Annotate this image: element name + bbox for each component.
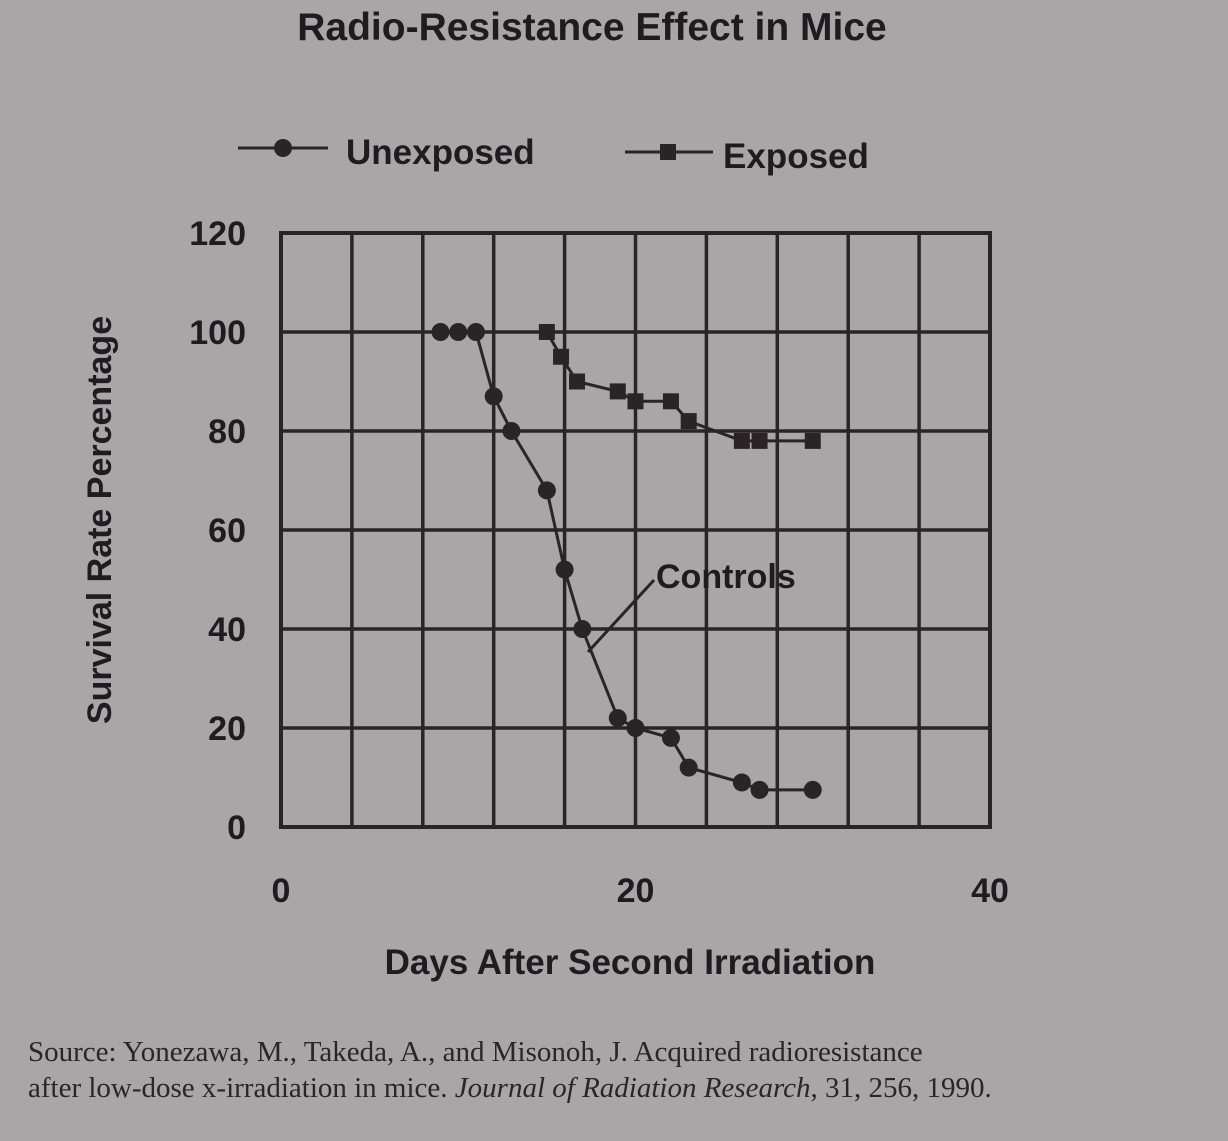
chart: Radio-Resistance Effect in Mice Unexpose… (81, 6, 1009, 982)
y-tick-label: 100 (189, 314, 246, 352)
data-point-exposed (609, 383, 626, 400)
legend-marker-unexposed (274, 139, 292, 157)
legend-label-unexposed: Unexposed (346, 133, 535, 172)
caption-line-1: Source: Yonezawa, M., Takeda, A., and Mi… (28, 1036, 923, 1068)
data-point-unexposed (573, 620, 592, 638)
x-axis-label: Days After Second Irradiation (385, 943, 876, 982)
data-point-exposed (662, 393, 679, 410)
y-axis-label: Survival Rate Percentage (81, 316, 119, 724)
legend-item-unexposed: Unexposed (238, 133, 535, 172)
legend: Unexposed Exposed (238, 133, 869, 176)
x-tick-label: 40 (971, 872, 1009, 910)
data-point-unexposed (431, 323, 450, 341)
data-point-exposed (804, 432, 821, 449)
legend-marker-exposed (660, 144, 676, 160)
data-point-exposed (569, 373, 586, 390)
data-point-unexposed (661, 728, 680, 747)
data-point-exposed (553, 348, 570, 365)
chart-title: Radio-Resistance Effect in Mice (297, 6, 887, 49)
x-tick-label: 20 (617, 872, 655, 910)
data-point-unexposed (537, 481, 556, 500)
data-point-unexposed (750, 780, 769, 799)
data-point-unexposed (608, 709, 627, 728)
series-line-exposed (545, 331, 813, 443)
y-tick-label: 60 (208, 512, 246, 550)
plot-grid (279, 231, 992, 829)
legend-item-exposed: Exposed (625, 137, 869, 176)
data-point-exposed (627, 393, 644, 410)
x-tick-labels: 0 20 40 (272, 872, 1009, 910)
annotation-controls-label: Controls (656, 558, 796, 596)
source-caption: Source: Yonezawa, M., Takeda, A., and Mi… (28, 1034, 1208, 1106)
data-point-unexposed (679, 758, 698, 777)
series-layer (431, 323, 822, 799)
y-tick-labels: 0 20 40 60 80 100 120 (189, 215, 246, 847)
data-point-exposed (733, 432, 750, 449)
data-point-exposed (751, 432, 768, 449)
caption-line-2-prefix: after low-dose x-irradiation in mice. (28, 1072, 455, 1104)
y-tick-label: 80 (208, 413, 246, 451)
caption-line-2-suffix: , 31, 256, 1990. (810, 1072, 992, 1104)
y-tick-label: 40 (208, 611, 246, 649)
data-point-exposed (538, 324, 555, 340)
data-point-unexposed (502, 422, 521, 440)
y-tick-label: 0 (227, 809, 246, 847)
data-point-unexposed (466, 323, 485, 341)
y-tick-label: 20 (208, 710, 246, 748)
y-tick-label: 120 (189, 215, 246, 253)
data-point-unexposed (484, 387, 503, 406)
data-point-unexposed (555, 560, 574, 579)
caption-line-2: after low-dose x-irradiation in mice. Jo… (28, 1070, 1208, 1106)
annotation-controls: Controls (586, 558, 796, 654)
caption-journal: Journal of Radiation Research (454, 1072, 811, 1104)
data-point-exposed (680, 413, 697, 430)
x-tick-label: 0 (272, 872, 291, 910)
legend-label-exposed: Exposed (723, 137, 869, 176)
data-point-unexposed (803, 780, 822, 799)
data-point-unexposed (449, 323, 468, 341)
annotation-controls-leader (586, 578, 656, 654)
data-point-unexposed (626, 719, 645, 737)
data-point-unexposed (732, 773, 751, 792)
